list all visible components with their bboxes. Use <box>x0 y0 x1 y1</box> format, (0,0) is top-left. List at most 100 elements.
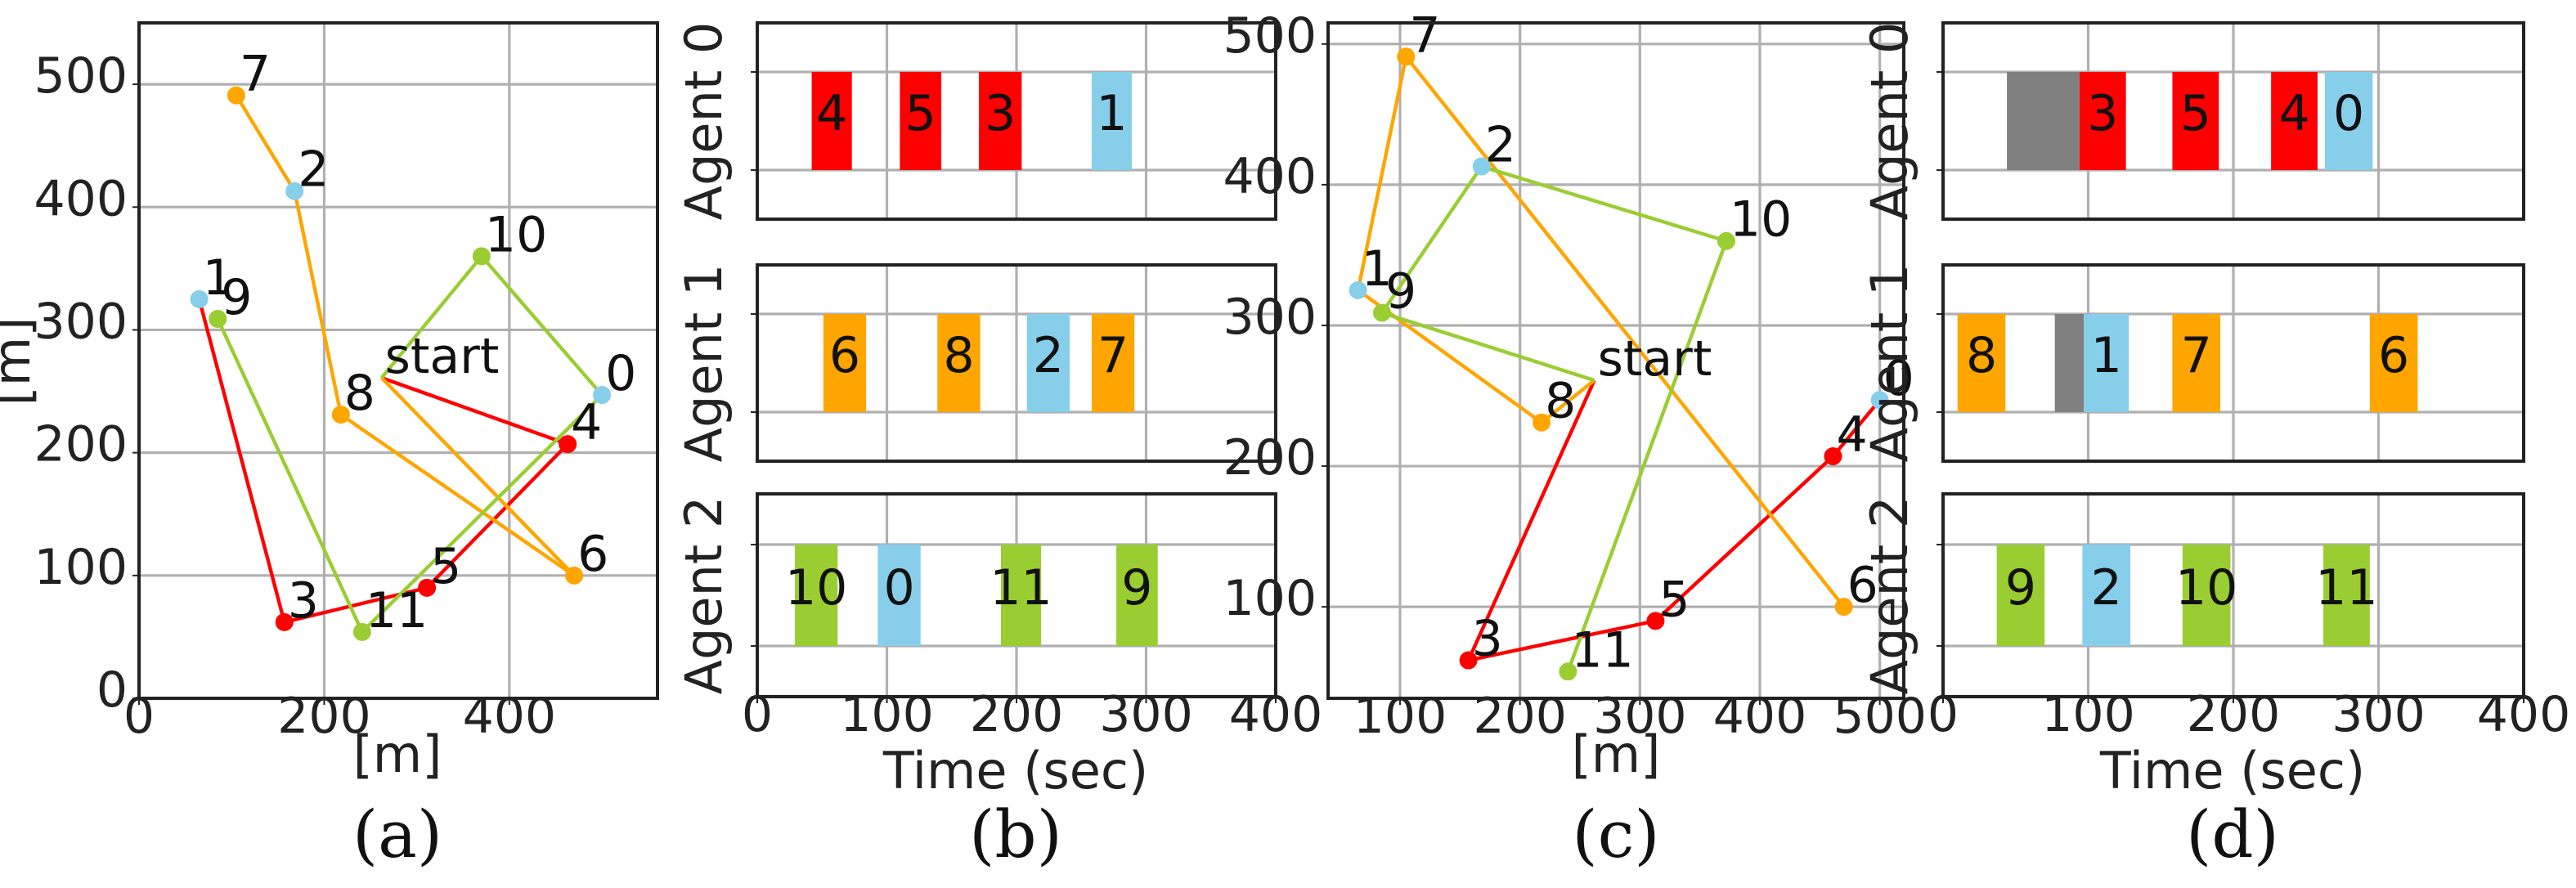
task-bar <box>2182 545 2231 646</box>
waypoint-label: 3 <box>288 572 319 630</box>
task-label: 8 <box>1966 327 1997 384</box>
task-bar <box>1957 314 2006 412</box>
task-bar <box>2082 545 2130 646</box>
x-axis-label: Time (sec) <box>882 741 1148 801</box>
waypoint-label: 10 <box>1730 191 1792 249</box>
task-bar <box>2323 545 2370 646</box>
row-frame <box>756 263 1277 463</box>
agent-row: 9 2 10 11 Agent 20 100 200 300 400 <box>1860 492 2570 743</box>
task-label: 9 <box>2005 559 2036 617</box>
x-tick-label: 200 <box>2187 686 2281 743</box>
y-tick-label: 200 <box>34 416 128 473</box>
waypoint-marker <box>559 435 577 454</box>
y-tick-label: 500 <box>34 47 128 105</box>
y-tick-label: 400 <box>1223 148 1317 205</box>
task-label: 0 <box>883 559 914 617</box>
waypoint-marker <box>1646 612 1665 630</box>
agent-label: Agent 2 <box>674 496 734 695</box>
task-bar <box>979 72 1022 170</box>
waypoint-label: 8 <box>344 365 375 422</box>
task-bar <box>1000 545 1042 646</box>
x-tick-label: 200 <box>277 688 371 745</box>
task-bar <box>2079 72 2126 170</box>
waypoint-label: 11 <box>366 582 428 639</box>
task-bar <box>2172 314 2221 412</box>
task-label: 1 <box>1096 85 1127 142</box>
x-axis-label: Time (sec) <box>2099 741 2365 801</box>
x-tick-label: 0 <box>123 688 155 745</box>
waypoint-marker <box>565 566 584 585</box>
task-label: 5 <box>2180 85 2211 142</box>
waypoint-label: 11 <box>1571 621 1633 679</box>
waypoint-marker <box>1373 303 1391 322</box>
waypoint-marker <box>1717 231 1735 250</box>
task-label: 1 <box>2091 327 2122 384</box>
waypoint-marker <box>285 182 304 200</box>
agent-row: 3 5 4 0 Agent 0 <box>1860 21 2525 221</box>
x-tick-label: 400 <box>463 688 557 745</box>
task-label: 3 <box>985 85 1016 142</box>
waypoint-marker <box>331 406 350 424</box>
task-bar <box>823 314 867 412</box>
task-label: 4 <box>2278 85 2309 142</box>
x-tick-label: 400 <box>1713 688 1807 745</box>
row-frame <box>1941 263 2525 463</box>
task-label: 9 <box>1121 559 1152 617</box>
waypoint-label: start <box>1598 330 1712 388</box>
task-bar <box>2084 314 2129 412</box>
panel-caption: (a) <box>352 796 442 872</box>
y-tick-label: 300 <box>1223 289 1317 346</box>
waypoint-label: 6 <box>577 526 608 583</box>
panel-caption: (c) <box>1572 796 1659 872</box>
x-tick-label: 200 <box>970 686 1064 743</box>
task-label: 3 <box>2087 85 2118 142</box>
panel-caption: (d) <box>2186 796 2279 872</box>
waypoint-marker <box>275 612 294 631</box>
waypoint-marker <box>1472 157 1491 176</box>
waypoint-label: 3 <box>1472 611 1503 668</box>
waypoint-marker <box>209 309 227 328</box>
task-label: 11 <box>2315 559 2377 617</box>
task-bar <box>1026 314 1070 412</box>
agent-label: Agent 2 <box>1860 496 1919 695</box>
waypoint-label: 4 <box>571 394 602 451</box>
agent-label: Agent 1 <box>674 264 734 463</box>
waypoint-label: 9 <box>221 269 252 326</box>
waypoint-label: 5 <box>430 538 461 595</box>
y-tick-label: 400 <box>34 170 128 227</box>
task-bar <box>1116 545 1158 646</box>
y-axis-label: [m] <box>0 317 42 406</box>
waypoint-marker <box>1533 413 1551 432</box>
task-label: 4 <box>816 85 847 142</box>
task-bar <box>1091 314 1135 412</box>
x-tick-label: 0 <box>1928 686 1959 743</box>
waypoint-marker <box>1559 662 1577 681</box>
plot-frame <box>1326 21 1905 700</box>
waypoint-label: 9 <box>1385 262 1416 320</box>
waypoint-marker <box>352 622 371 641</box>
waypoint-marker <box>227 86 245 105</box>
waypoint-marker <box>1349 280 1367 299</box>
x-axis-label: [m] <box>1572 724 1661 784</box>
y-tick-label: 100 <box>34 539 128 596</box>
task-label: 10 <box>785 559 847 617</box>
task-bar <box>2271 72 2318 170</box>
x-tick-label: 300 <box>2331 686 2426 743</box>
agent-row: 8 1 7 6 Agent 1 <box>1860 263 2525 463</box>
panel-c-route-map: 0 1 2 3 4 5 6 7 8 9 10 11 start 100 200 300 400 500 100 20… <box>1223 7 1926 872</box>
waypoint-marker <box>1834 598 1853 617</box>
waypoint-marker <box>1870 391 1889 410</box>
x-tick-label: 300 <box>1099 686 1193 743</box>
task-label: 10 <box>2175 559 2237 617</box>
waypoint-label: 1 <box>203 249 234 307</box>
task-bar <box>1091 72 1133 170</box>
row-frame <box>1941 21 2525 221</box>
waypoint-label: 8 <box>1545 373 1576 430</box>
waypoint-label: 7 <box>1409 7 1440 64</box>
task-label: 8 <box>943 327 974 384</box>
y-tick-label: 500 <box>1223 7 1317 65</box>
waypoint-marker <box>1459 651 1478 670</box>
agent-label: Agent 0 <box>674 22 734 221</box>
